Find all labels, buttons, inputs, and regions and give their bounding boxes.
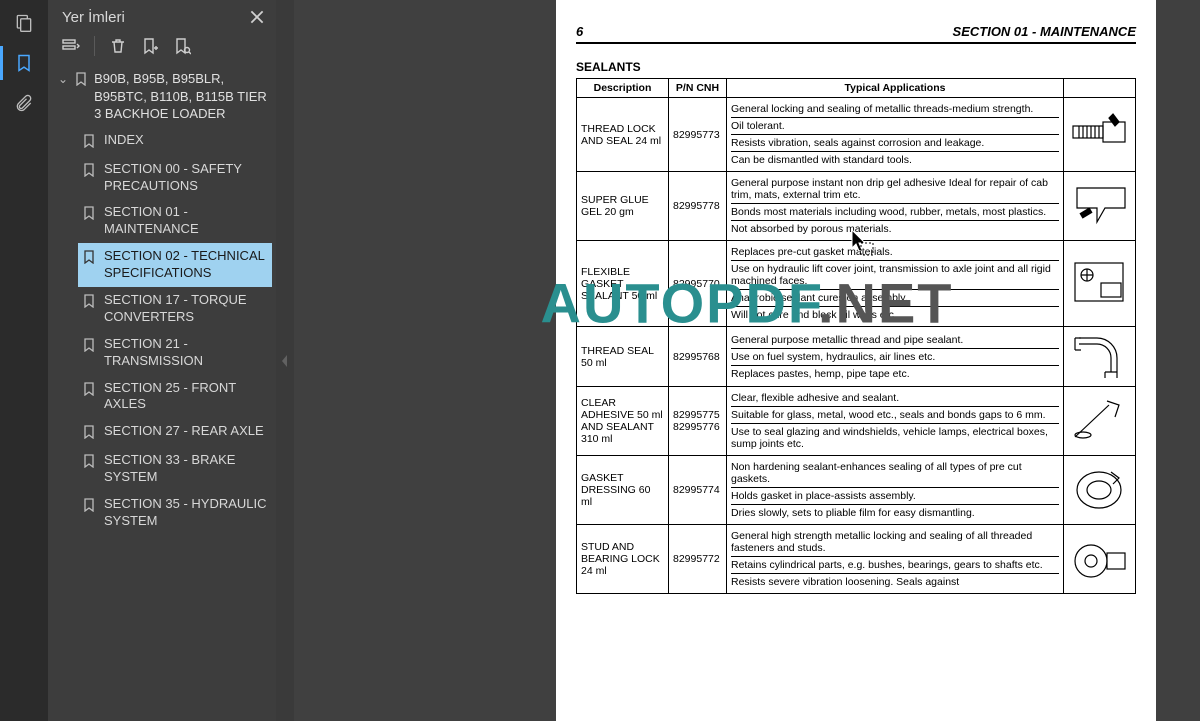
bookmark-root-label: B90B, B95B, B95BLR, B95BTC, B110B, B115B… [94,70,270,123]
cell-pn: 82995770 [669,241,727,327]
bookmark-item[interactable]: SECTION 21 - TRANSMISSION [78,331,272,375]
table-row: STUD AND BEARING LOCK 24 ml82995772Gener… [577,525,1136,594]
cell-description: THREAD LOCK AND SEAL 24 ml [577,98,669,172]
sidebar-toolbar [48,30,276,66]
cell-illustration [1064,172,1136,241]
bookmark-item[interactable]: SECTION 35 - HYDRAULIC SYSTEM [78,491,272,535]
bookmark-item[interactable]: SECTION 01 - MAINTENANCE [78,199,272,243]
bookmark-item[interactable]: SECTION 33 - BRAKE SYSTEM [78,447,272,491]
bookmarks-panel: Yer İmleri ⌄ B90B, B95B, B95BLR, B95BTC,… [48,0,276,721]
table-row: CLEAR ADHESIVE 50 ml AND SEALANT 310 ml8… [577,387,1136,456]
cell-pn: 82995768 [669,327,727,387]
cell-applications: Non hardening sealant-enhances sealing o… [727,456,1064,525]
cell-applications: General high strength metallic locking a… [727,525,1064,594]
sidebar-header: Yer İmleri [48,0,276,30]
bookmark-icon [82,294,96,311]
cell-applications: Clear, flexible adhesive and sealant.Sui… [727,387,1064,456]
document-viewport[interactable]: 6 SECTION 01 - MAINTENANCE SEALANTS Desc… [294,0,1200,721]
cell-illustration [1064,525,1136,594]
cell-pn: 82995774 [669,456,727,525]
cell-description: THREAD SEAL 50 ml [577,327,669,387]
cell-applications: General purpose instant non drip gel adh… [727,172,1064,241]
cell-illustration [1064,241,1136,327]
bookmark-label: SECTION 21 - TRANSMISSION [104,336,268,370]
cell-applications: Replaces pre-cut gasket materials.Use on… [727,241,1064,327]
find-bookmark-icon[interactable] [173,37,191,55]
options-icon[interactable] [62,37,80,55]
cell-pn: 82995773 [669,98,727,172]
cell-illustration [1064,98,1136,172]
bookmark-icon [82,134,96,151]
bookmark-label: SECTION 02 - TECHNICAL SPECIFICATIONS [104,248,268,282]
toolbar-separator [94,36,95,56]
cell-description: FLEXIBLE GASKET SEALANT 50 ml [577,241,669,327]
bookmark-icon [82,498,96,515]
add-bookmark-icon[interactable] [141,37,159,55]
bookmark-item[interactable]: SECTION 25 - FRONT AXLES [78,375,272,419]
table-row: SUPER GLUE GEL 20 gm82995778General purp… [577,172,1136,241]
table-row: THREAD SEAL 50 ml82995768General purpose… [577,327,1136,387]
close-icon[interactable] [248,8,266,26]
bookmarks-tree[interactable]: ⌄ B90B, B95B, B95BLR, B95BTC, B110B, B11… [48,66,276,721]
attachments-icon[interactable] [13,92,35,114]
cell-description: GASKET DRESSING 60 ml [577,456,669,525]
bookmark-label: SECTION 25 - FRONT AXLES [104,380,268,414]
chevron-down-icon[interactable]: ⌄ [58,72,68,86]
cell-pn: 82995775 82995776 [669,387,727,456]
pdf-page: 6 SECTION 01 - MAINTENANCE SEALANTS Desc… [556,0,1156,721]
bookmark-icon [74,72,88,89]
cell-illustration [1064,456,1136,525]
sidebar-title: Yer İmleri [62,9,125,26]
cell-illustration [1064,387,1136,456]
col-illustration [1064,79,1136,98]
page-number: 6 [576,24,583,39]
table-row: FLEXIBLE GASKET SEALANT 50 ml82995770Rep… [577,241,1136,327]
table-title: SEALANTS [576,60,1136,74]
bookmark-icon [82,338,96,355]
cell-pn: 82995778 [669,172,727,241]
left-rail [0,0,48,721]
panel-collapse-grip[interactable] [276,0,294,721]
table-row: GASKET DRESSING 60 ml82995774Non hardeni… [577,456,1136,525]
bookmark-label: SECTION 00 - SAFETY PRECAUTIONS [104,161,268,195]
bookmark-label: SECTION 27 - REAR AXLE [104,423,264,440]
bookmark-label: SECTION 33 - BRAKE SYSTEM [104,452,268,486]
sealants-table: Description P/N CNH Typical Applications… [576,78,1136,594]
delete-icon[interactable] [109,37,127,55]
cell-applications: General locking and sealing of metallic … [727,98,1064,172]
bookmark-label: SECTION 01 - MAINTENANCE [104,204,268,238]
bookmark-label: SECTION 17 - TORQUE CONVERTERS [104,292,268,326]
bookmark-item[interactable]: INDEX [78,127,272,156]
bookmark-icon [82,425,96,442]
thumbnails-icon[interactable] [13,12,35,34]
bookmark-icon [82,454,96,471]
col-description: Description [577,79,669,98]
cell-applications: General purpose metallic thread and pipe… [727,327,1064,387]
cell-illustration [1064,327,1136,387]
bookmark-icon [82,206,96,223]
table-row: THREAD LOCK AND SEAL 24 ml82995773Genera… [577,98,1136,172]
bookmark-item[interactable]: SECTION 02 - TECHNICAL SPECIFICATIONS [78,243,272,287]
bookmark-item[interactable]: SECTION 00 - SAFETY PRECAUTIONS [78,156,272,200]
bookmark-item[interactable]: SECTION 17 - TORQUE CONVERTERS [78,287,272,331]
cell-pn: 82995772 [669,525,727,594]
cell-description: CLEAR ADHESIVE 50 ml AND SEALANT 310 ml [577,387,669,456]
bookmark-label: INDEX [104,132,144,149]
bookmarks-icon[interactable] [13,52,35,74]
bookmark-label: SECTION 35 - HYDRAULIC SYSTEM [104,496,268,530]
page-section-title: SECTION 01 - MAINTENANCE [953,24,1136,39]
cell-description: SUPER GLUE GEL 20 gm [577,172,669,241]
cell-description: STUD AND BEARING LOCK 24 ml [577,525,669,594]
page-running-header: 6 SECTION 01 - MAINTENANCE [576,24,1136,44]
bookmark-icon [82,250,96,267]
bookmark-icon [82,382,96,399]
bookmark-item[interactable]: SECTION 27 - REAR AXLE [78,418,272,447]
col-pn: P/N CNH [669,79,727,98]
col-applications: Typical Applications [727,79,1064,98]
bookmark-root[interactable]: ⌄ B90B, B95B, B95BLR, B95BTC, B110B, B11… [56,66,272,127]
bookmark-icon [82,163,96,180]
